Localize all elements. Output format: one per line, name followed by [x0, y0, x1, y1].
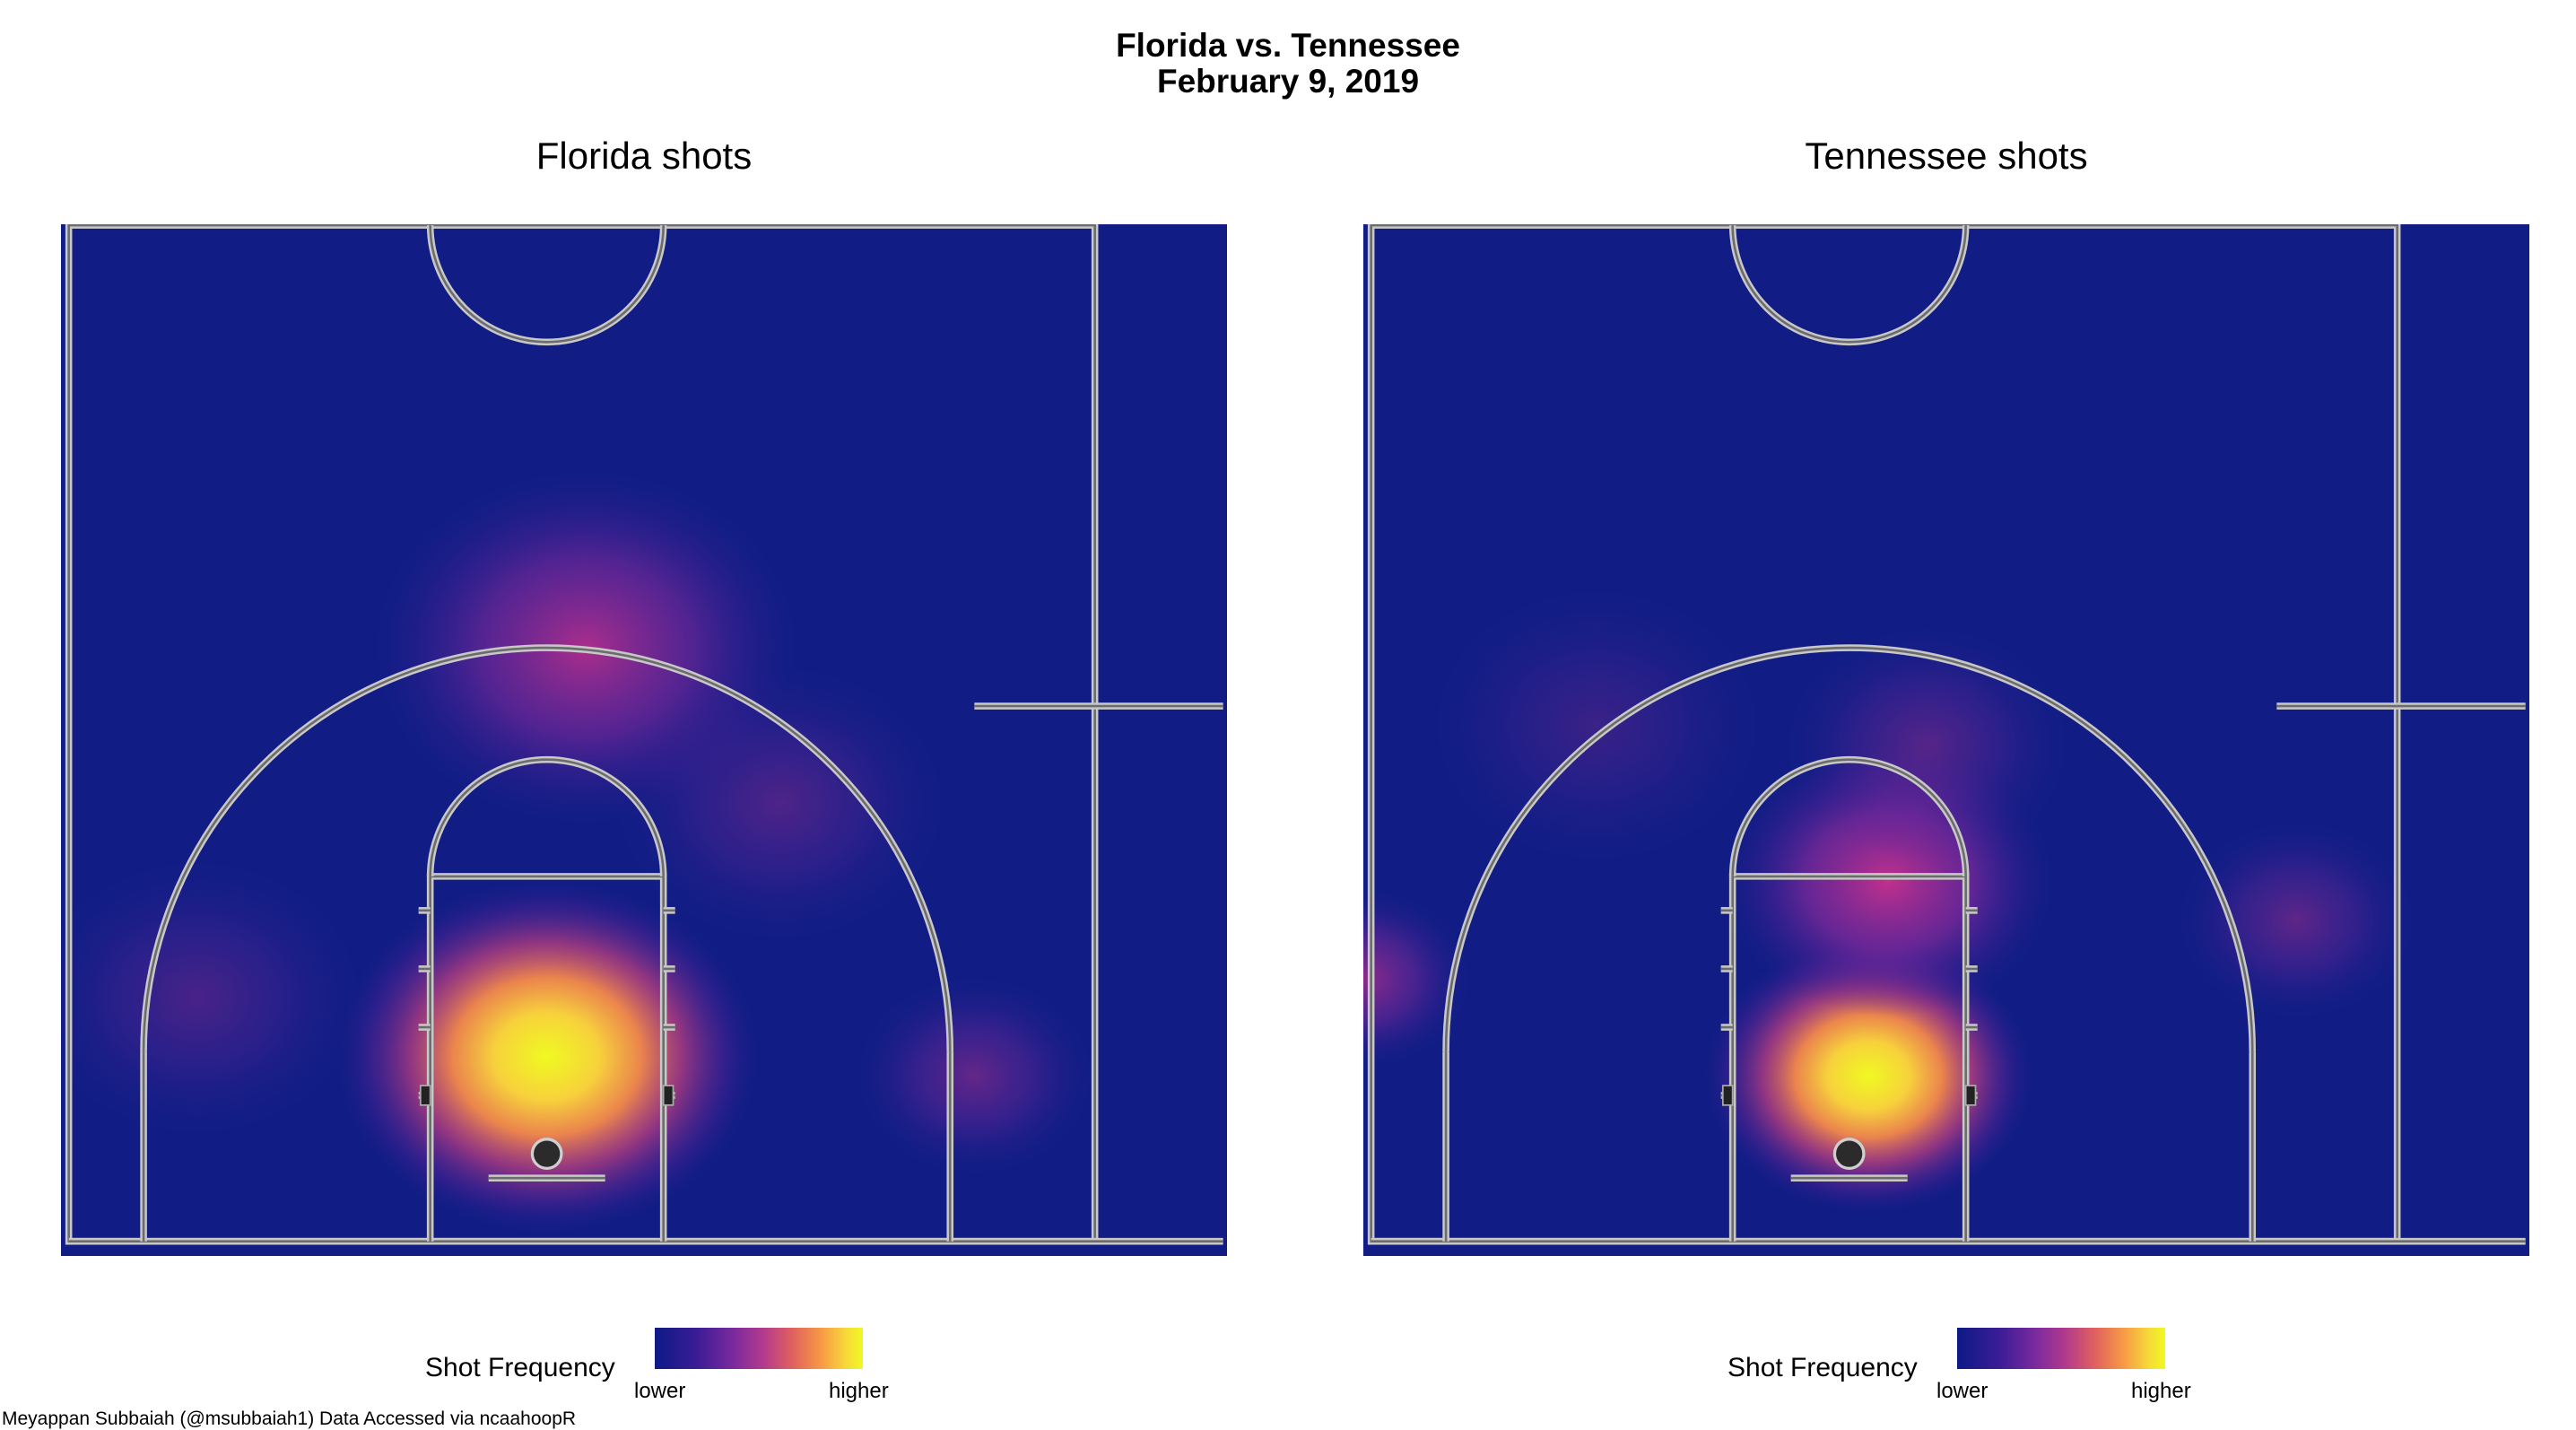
- chart-title: Florida vs. Tennessee: [1116, 27, 1460, 64]
- rim: [1832, 1138, 1866, 1170]
- shot-density-peak: [1705, 939, 2032, 1213]
- florida-shot-heatmap: [61, 224, 1227, 1256]
- shot-density-peak: [1787, 628, 2067, 862]
- florida-panel-title: Florida shots: [535, 135, 753, 177]
- rim: [530, 1138, 563, 1170]
- free-throw-lane: [429, 875, 665, 1242]
- shot-density-peak: [857, 978, 1092, 1173]
- shot-density-peak: [61, 861, 361, 1135]
- shot-density-peak: [1363, 891, 1468, 1067]
- florida-legend-colorbar: [655, 1328, 863, 1369]
- tennessee-legend-title: Shot Frequency: [1727, 1353, 1918, 1382]
- center-circle: [429, 225, 665, 344]
- shot-density-peak: [2180, 823, 2413, 1018]
- free-throw-lane: [1731, 875, 1967, 1242]
- center-circle: [1731, 225, 1967, 344]
- florida-legend-title: Shot Frequency: [425, 1353, 615, 1382]
- lane-block: [1964, 1085, 1977, 1106]
- tennessee-legend-high-label: higher: [2131, 1379, 2191, 1403]
- shot-density-peak: [336, 881, 757, 1232]
- lane-block: [662, 1085, 674, 1106]
- lane-block: [419, 1085, 431, 1106]
- chart-subtitle: February 9, 2019: [1156, 63, 1420, 100]
- three-point-arc: [1444, 646, 2254, 1052]
- tennessee-legend-colorbar: [1957, 1328, 2165, 1369]
- tennessee-shot-heatmap: [1363, 224, 2529, 1256]
- source-caption: Meyappan Subbaiah (@msubbaiah1) Data Acc…: [2, 1408, 577, 1429]
- tennessee-panel-title: Tennessee shots: [1805, 135, 2088, 177]
- free-throw-circle: [429, 758, 665, 876]
- shot-density-peak: [1433, 589, 1760, 862]
- free-throw-circle: [1731, 758, 1967, 876]
- three-point-arc: [142, 646, 952, 1052]
- florida-legend-low-label: lower: [634, 1379, 686, 1403]
- lane-block: [1721, 1085, 1734, 1106]
- florida-legend-high-label: higher: [829, 1379, 889, 1403]
- shot-density-peak: [616, 667, 944, 940]
- tennessee-legend-low-label: lower: [1936, 1379, 1989, 1403]
